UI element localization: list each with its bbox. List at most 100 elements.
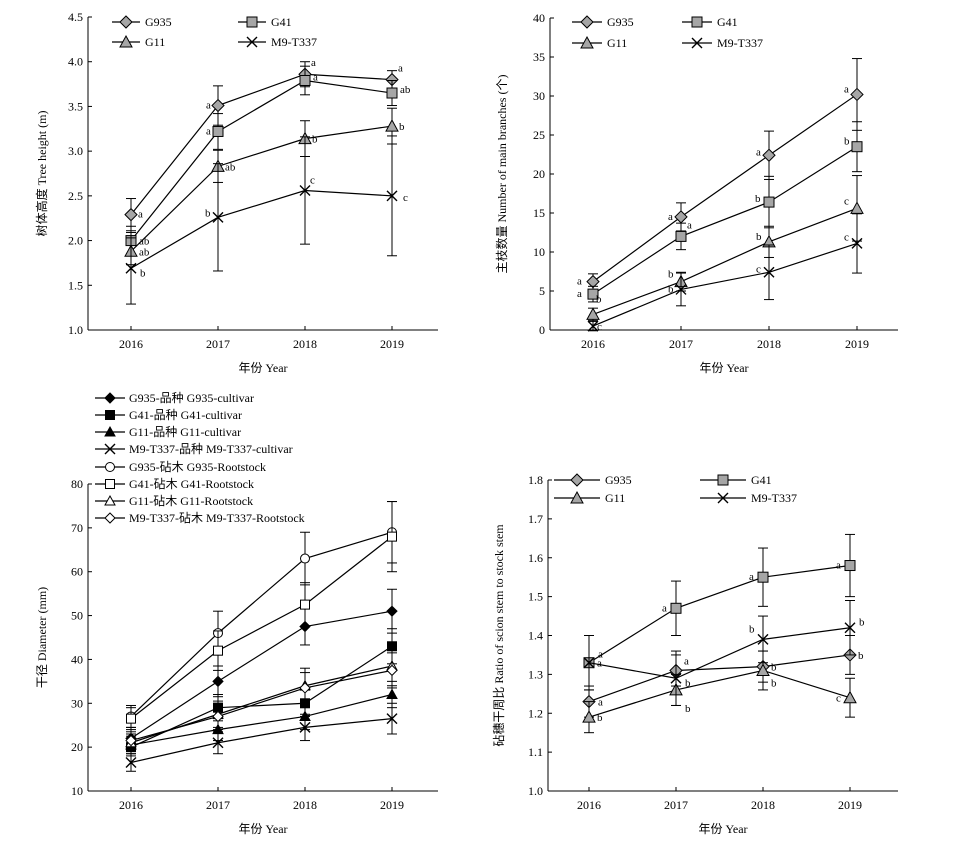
y-tick-label: 1.4 [528,629,543,643]
legend-marker [105,479,115,489]
data-point [386,190,398,202]
data-point [851,141,863,153]
series-8 [125,652,398,750]
y-tick-label: 3.5 [68,99,83,113]
legend-label: G935 [605,473,632,487]
data-point [756,663,770,676]
legend-marker [246,16,258,28]
data-label: b [756,231,762,243]
legend-marker [104,425,116,437]
series-line [130,536,393,720]
y-tick-label: 20 [533,167,545,181]
data-label: a [749,571,754,583]
data-label: a [577,288,582,300]
y-tick-label: 1.2 [528,706,543,720]
series-5 [126,501,397,728]
data-point [211,98,225,113]
series-line [592,207,858,315]
data-label: b [399,121,405,133]
series-3 [125,680,398,755]
data-point [300,599,310,610]
data-label: a [206,100,211,112]
data-label: ab [225,161,236,173]
data-label: b [755,193,761,205]
legend-marker [580,15,594,29]
data-label: a [756,146,761,158]
legend-item: G41 [238,15,292,29]
series-line [130,610,393,739]
data-label: b [596,293,602,305]
data-point [675,283,687,295]
series-2: a a a a [583,533,856,691]
data-label: a [577,276,582,288]
x-tick-label: 2018 [293,337,317,351]
data-label: a [836,560,841,572]
series-line [592,242,858,327]
legend-label: M9-T337 [751,491,797,505]
chart-panel-1: 1.0 1.5 2.0 2.5 3.0 3.5 4.0 4.5 2016 2017 2018 2019… [34,10,438,375]
y-tick-label: 35 [533,50,545,64]
y-tick-label: 10 [533,245,545,259]
legend-item: G935-品种 G935-cultivar [95,391,254,405]
data-point [757,633,769,645]
series-line [130,669,393,742]
x-axis-label: 年份 Year [238,822,287,836]
x-tick-label: 2016 [577,798,601,812]
legend-label: G935-品种 G935-cultivar [129,391,254,405]
x-axis-label: 年份 Year [238,361,287,375]
legend-item: G935 [572,15,634,29]
y-tick-label: 1.7 [528,512,543,526]
legend-marker [119,15,133,29]
data-label: a [598,697,603,709]
legend-label: G41 [751,473,772,487]
legend-marker [105,410,115,420]
legend-label: G11-砧木 G11-Rootstock [129,494,253,508]
y-axis-label: 干径 Diameter (mm) [35,587,49,688]
y-tick-label: 0 [539,323,545,337]
data-label: a [311,57,316,69]
data-point [212,710,224,723]
data-point [125,756,137,768]
data-point [583,657,595,669]
y-tick-label: 1.8 [528,473,543,487]
legend-marker [717,492,729,504]
data-label: a [597,658,602,670]
y-axis-label: 树体高度 Tree height (m) [34,111,49,237]
data-point [386,713,398,725]
data-label: a [662,602,667,614]
series-2 [126,628,397,757]
series-line [588,564,851,664]
chart-panel-3: 10 20 30 40 50 60 70 80 2016 2017 2018 2019 年份 Year 干… [35,391,438,836]
data-point [851,237,863,249]
legend-marker [105,462,115,472]
data-label: b [844,136,850,148]
series-6 [126,501,397,731]
y-tick-label: 2.5 [68,189,83,203]
data-label: ab [400,84,411,96]
data-label: ab [139,246,150,258]
data-point [385,119,399,132]
series-line [588,669,851,718]
legend: G935-品种 G935-cultivar G41-品种 G41-cultivar… [95,391,305,525]
data-label: a [206,125,211,137]
data-point [386,87,398,99]
legend-item: G935-砧木 G935-Rootstock [95,460,266,474]
data-point [299,682,311,694]
legend-item: M9-T337 [700,491,797,505]
series-2: ab a a ab [125,65,411,256]
data-point [763,196,775,208]
y-tick-label: 30 [71,696,83,710]
legend-label: G11-品种 G11-cultivar [129,425,241,439]
data-label: c [844,195,849,207]
legend-label: M9-T337-砧木 M9-T337-Rootstock [129,511,305,525]
data-point [125,262,137,274]
legend-label: G935 [145,15,172,29]
data-point [843,690,857,704]
data-point [844,560,856,572]
data-label: a [668,211,673,223]
legend-label: G11 [607,36,627,50]
x-tick-label: 2016 [581,337,605,351]
y-tick-label: 70 [71,521,83,535]
legend-item: M9-T337 [238,35,317,49]
data-label: a [844,83,849,95]
